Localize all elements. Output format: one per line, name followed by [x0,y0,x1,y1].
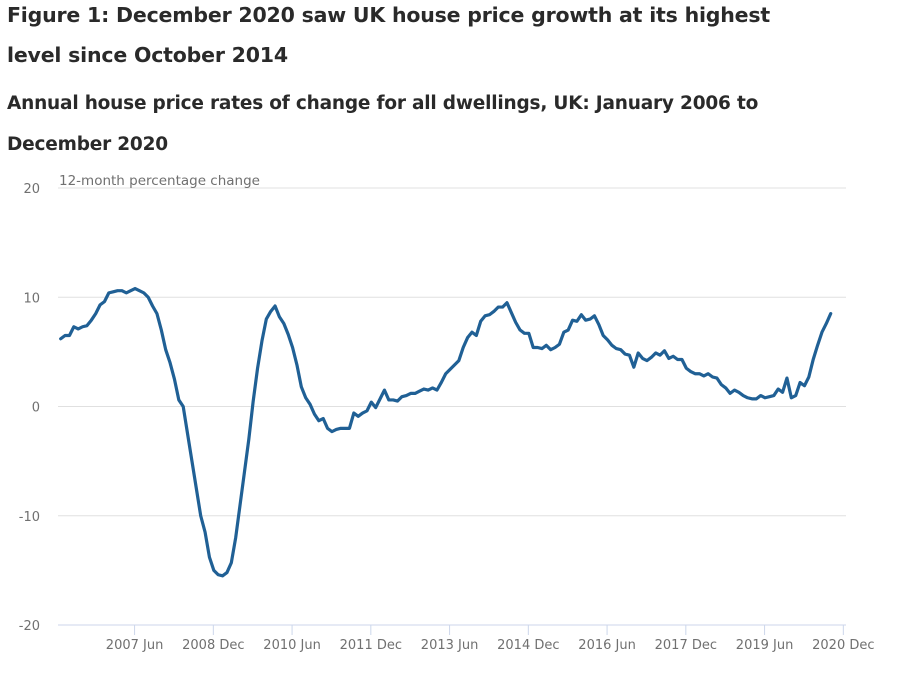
figure-title-line-1: Figure 1: December 2020 saw UK house pri… [7,3,770,27]
series-points-0 [61,289,831,576]
x-tick-label: 2010 Jun [263,638,321,653]
y-axis-label: 12-month percentage change [59,173,260,189]
x-tick-label: 2013 Jun [421,638,479,653]
y-tick-label: 20 [23,182,40,197]
x-tick-label: 2016 Jun [578,638,636,653]
grid-lines [58,187,846,517]
figure-title-line-2: level since October 2014 [7,43,288,67]
y-tick-label: -20 [19,619,40,634]
x-tick-label: 2019 Jun [736,638,794,653]
x-tick-label: 2007 Jun [106,638,164,653]
x-tick-label: 2014 Dec [497,638,559,653]
x-tick-label: 2008 Dec [182,638,244,653]
y-tick-label: 0 [32,401,40,416]
x-tick-label: 2017 Dec [655,638,717,653]
x-tick-label: 2011 Dec [340,638,402,653]
y-tick-label: -10 [19,510,40,525]
y-tick-label: 10 [23,291,40,306]
series-line-0 [59,286,833,578]
series-layer [59,286,833,578]
x-tick-label: 2020 Dec [812,638,874,653]
x-axis [58,624,846,635]
chart-subtitle-line-2: December 2020 [7,134,168,155]
chart-subtitle-line-1: Annual house price rates of change for a… [7,93,759,114]
y-axis-tick-labels: 20 10 0 -10 -20 [19,182,40,634]
x-axis-tick-labels: 2007 Jun 2008 Dec 2010 Jun 2011 Dec 2013 Jun… [106,638,875,653]
